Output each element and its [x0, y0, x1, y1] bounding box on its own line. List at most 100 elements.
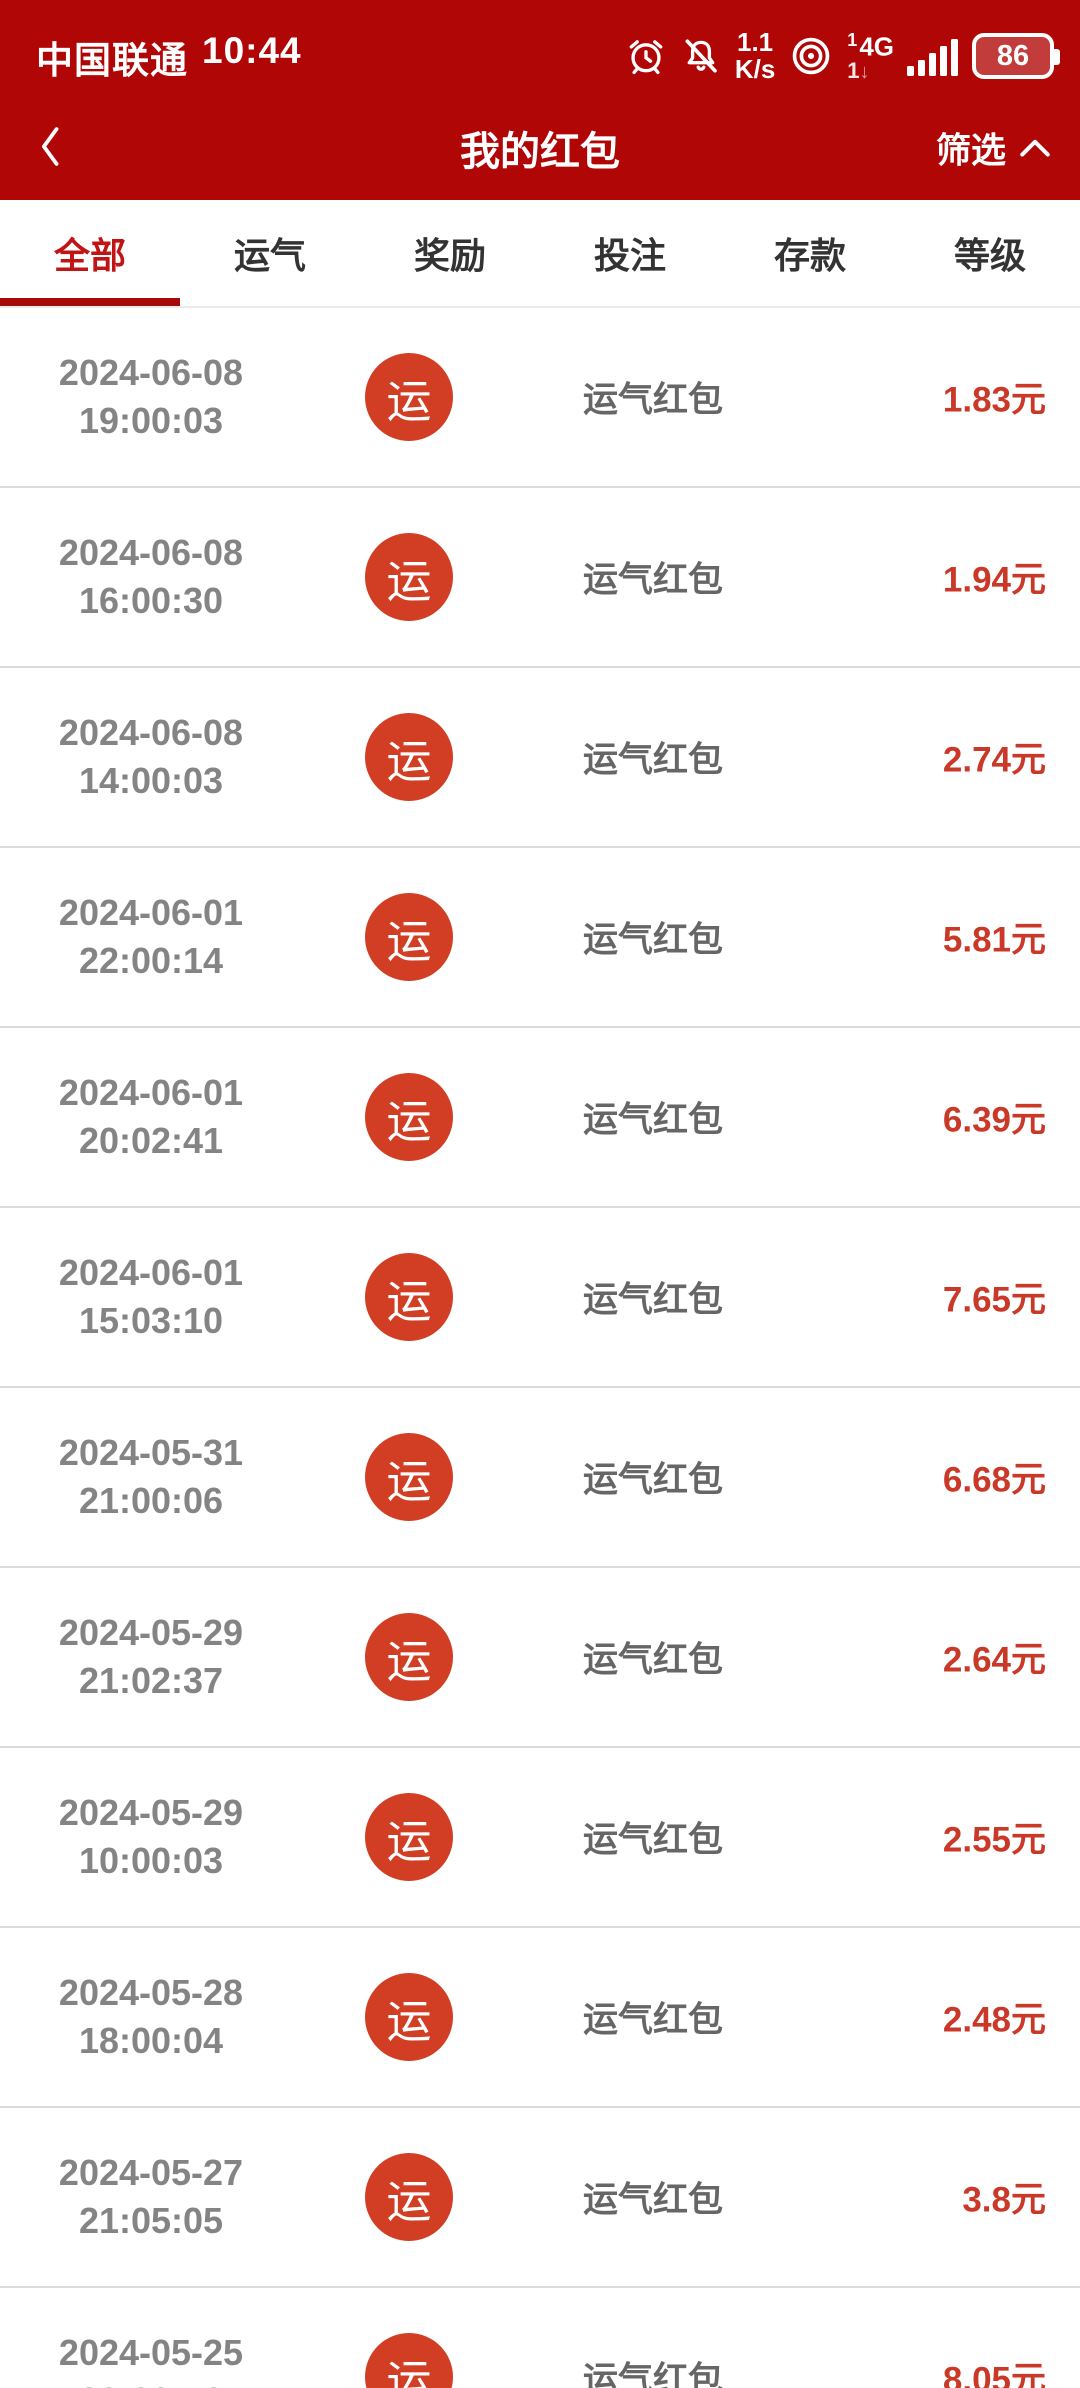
tab-label: 奖励 [413, 235, 486, 276]
row-type-label: 运气红包 [583, 2000, 724, 2040]
page-header: 我的红包 筛选 [0, 96, 1080, 200]
row-time: 20:00:56 [36, 2377, 266, 2388]
tab-bar: 全部 运气 奖励 投注 存款 等级 [0, 200, 1080, 308]
badge-glyph: 运 [386, 1995, 432, 2047]
red-packet-row[interactable]: 2024-05-29 21:02:37 运 运气红包 2.64元 [0, 1568, 1080, 1748]
red-packet-row[interactable]: 2024-05-29 10:00:03 运 运气红包 2.55元 [0, 1748, 1080, 1928]
luck-badge-icon: 运 [365, 1613, 453, 1701]
row-datetime: 2024-06-08 16:00:30 [36, 529, 266, 625]
row-date: 2024-06-01 [58, 892, 244, 933]
red-packet-row[interactable]: 2024-06-08 16:00:30 运 运气红包 1.94元 [0, 488, 1080, 668]
row-datetime: 2024-06-08 14:00:03 [36, 709, 266, 805]
luck-badge-icon: 运 [365, 1973, 453, 2061]
status-clock: 10:44 [202, 30, 302, 71]
red-packet-row[interactable]: 2024-06-08 19:00:03 运 运气红包 1.83元 [0, 308, 1080, 488]
row-date: 2024-06-01 [58, 1072, 244, 1113]
badge-glyph: 运 [386, 1455, 432, 1507]
luck-badge-icon: 运 [365, 893, 453, 981]
tab-label: 运气 [233, 235, 306, 276]
row-amount: 2.55元 [942, 1820, 1046, 1860]
red-packet-row[interactable]: 2024-05-27 21:05:05 运 运气红包 3.8元 [0, 2108, 1080, 2288]
row-date: 2024-06-08 [58, 352, 244, 393]
red-packet-row[interactable]: 2024-06-01 22:00:14 运 运气红包 5.81元 [0, 848, 1080, 1028]
sim-index: 1 [847, 30, 858, 51]
badge-glyph: 运 [386, 1275, 432, 1327]
back-button[interactable] [26, 115, 76, 182]
row-time: 15:03:10 [78, 1300, 224, 1341]
row-datetime: 2024-06-08 19:00:03 [36, 349, 266, 445]
row-datetime: 2024-06-01 22:00:14 [36, 889, 266, 985]
row-time: 21:00:06 [78, 1480, 224, 1521]
red-packet-row[interactable]: 2024-05-25 20:00:56 运 运气红包 8.05元 [0, 2288, 1080, 2388]
row-type-label: 运气红包 [583, 2180, 724, 2220]
red-packet-row[interactable]: 2024-06-08 14:00:03 运 运气红包 2.74元 [0, 668, 1080, 848]
row-type-label: 运气红包 [583, 1820, 724, 1860]
row-type-label: 运气红包 [583, 560, 724, 600]
row-datetime: 2024-05-28 18:00:04 [36, 1969, 266, 2065]
tab[interactable]: 奖励 [360, 227, 540, 279]
row-date: 2024-06-01 [58, 1252, 244, 1293]
network-speed: 1.1 K/s [735, 29, 775, 83]
app-top-red-area: 中国联通 10:44 [0, 0, 1080, 200]
tab-label: 等级 [953, 235, 1026, 276]
luck-badge-icon: 运 [365, 1433, 453, 1521]
badge-glyph: 运 [386, 555, 432, 607]
active-tab-indicator [0, 298, 180, 306]
tab-label: 投注 [593, 235, 666, 276]
badge-glyph: 运 [386, 1095, 432, 1147]
tab[interactable]: 投注 [540, 227, 720, 279]
row-type-label: 运气红包 [583, 380, 724, 420]
battery-icon: 86 [972, 33, 1060, 80]
row-amount: 7.65元 [942, 1280, 1046, 1320]
row-time: 20:02:41 [78, 1120, 224, 1161]
network-type-label: 4G [859, 32, 894, 62]
row-amount: 2.74元 [942, 740, 1046, 780]
row-datetime: 2024-05-27 21:05:05 [36, 2149, 266, 2245]
tab-label: 全部 [53, 235, 126, 276]
red-packet-row[interactable]: 2024-06-01 15:03:10 运 运气红包 7.65元 [0, 1208, 1080, 1388]
badge-glyph: 运 [386, 2355, 432, 2388]
row-amount: 2.64元 [942, 1640, 1046, 1680]
row-type-label: 运气红包 [583, 920, 724, 960]
status-left: 中国联通 10:44 [36, 30, 302, 84]
tab[interactable]: 等级 [900, 227, 1080, 279]
luck-badge-icon: 运 [365, 353, 453, 441]
row-amount: 2.48元 [942, 2000, 1046, 2040]
luck-badge-icon: 运 [365, 2333, 453, 2388]
row-amount: 5.81元 [942, 920, 1046, 960]
row-time: 14:00:03 [78, 760, 224, 801]
row-amount: 6.68元 [942, 1460, 1046, 1500]
row-datetime: 2024-05-29 21:02:37 [36, 1609, 266, 1705]
row-type-label: 运气红包 [583, 1640, 724, 1680]
row-type-label: 运气红包 [583, 1100, 724, 1140]
row-datetime: 2024-05-31 21:00:06 [36, 1429, 266, 1525]
row-date: 2024-06-08 [58, 712, 244, 753]
tab-label: 存款 [773, 235, 846, 276]
filter-button[interactable]: 筛选 [936, 123, 1052, 174]
battery-percent: 86 [996, 39, 1030, 72]
row-amount: 1.94元 [942, 560, 1046, 600]
row-datetime: 2024-05-25 20:00:56 [36, 2329, 266, 2388]
row-time: 21:05:05 [78, 2200, 224, 2241]
row-time: 21:02:37 [78, 1660, 224, 1701]
chevron-up-icon [1018, 128, 1052, 168]
status-bar: 中国联通 10:44 [0, 0, 1080, 96]
badge-glyph: 运 [386, 1635, 432, 1687]
row-type-label: 运气红包 [583, 1280, 724, 1320]
red-packet-row[interactable]: 2024-05-31 21:00:06 运 运气红包 6.68元 [0, 1388, 1080, 1568]
speed-value: 1.1 [736, 27, 774, 58]
red-packet-row[interactable]: 2024-06-01 20:02:41 运 运气红包 6.39元 [0, 1028, 1080, 1208]
tab[interactable]: 运气 [180, 227, 360, 279]
red-packet-list: 2024-06-08 19:00:03 运 运气红包 1.83元 2024-06… [0, 308, 1080, 2388]
badge-glyph: 运 [386, 2175, 432, 2227]
row-time: 22:00:14 [78, 940, 224, 981]
row-time: 16:00:30 [78, 580, 224, 621]
tab[interactable]: 全部 [0, 227, 180, 279]
row-date: 2024-05-31 [58, 1432, 244, 1473]
luck-badge-icon: 运 [365, 533, 453, 621]
tab[interactable]: 存款 [720, 227, 900, 279]
page-title: 我的红包 [460, 130, 620, 174]
red-packet-row[interactable]: 2024-05-28 18:00:04 运 运气红包 2.48元 [0, 1928, 1080, 2108]
row-date: 2024-05-27 [58, 2152, 244, 2193]
luck-badge-icon: 运 [365, 2153, 453, 2241]
